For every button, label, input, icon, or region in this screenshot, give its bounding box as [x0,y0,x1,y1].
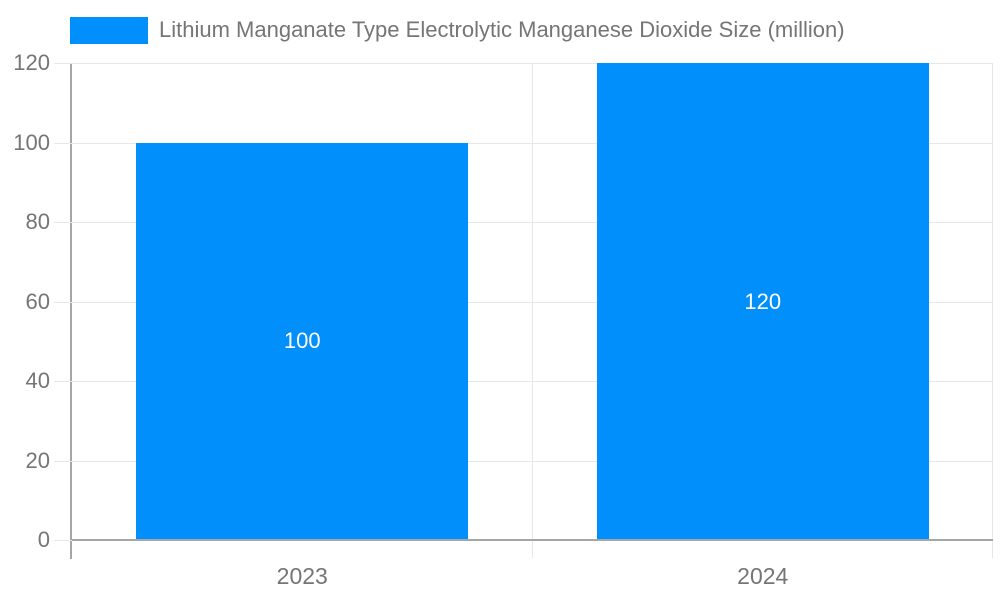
x-tick [992,541,993,558]
bar-value-label: 120 [744,288,782,314]
y-axis-label: 120 [13,50,50,75]
x-tick [531,541,533,558]
y-tick [54,381,72,382]
x-axis-label-2024: 2024 [737,563,789,589]
x-axis-label-2023: 2023 [276,563,328,589]
y-tick [54,142,72,144]
bar-2023[interactable]: 100 [136,142,469,540]
y-tick [54,301,72,303]
x-gridline [992,63,993,540]
x-axis-line [70,539,993,541]
y-tick [54,63,72,64]
y-axis-label: 20 [25,447,50,473]
plot-area: 100 120 [72,63,993,540]
y-gridline [72,301,993,303]
y-gridline [72,222,993,223]
y-axis-label: 100 [13,129,50,155]
y-axis-line [70,63,72,559]
y-gridline [72,63,993,64]
y-gridline [72,142,993,144]
bar-value-label: 100 [283,328,321,354]
y-tick [54,540,72,541]
bar-2024[interactable]: 120 [596,63,929,540]
legend: Lithium Manganate Type Electrolytic Mang… [70,16,845,44]
legend-item[interactable]: Lithium Manganate Type Electrolytic Mang… [70,16,845,44]
y-tick [54,222,72,223]
y-axis-label: 0 [37,527,50,552]
legend-swatch [70,16,148,44]
y-gridline [72,381,993,382]
y-gridline [72,460,993,462]
legend-label: Lithium Manganate Type Electrolytic Mang… [159,17,845,42]
y-tick [54,460,72,462]
y-axis-label: 60 [25,288,50,314]
y-axis-label: 40 [25,368,50,393]
x-gridline [531,63,533,540]
y-axis-label: 80 [25,209,50,234]
